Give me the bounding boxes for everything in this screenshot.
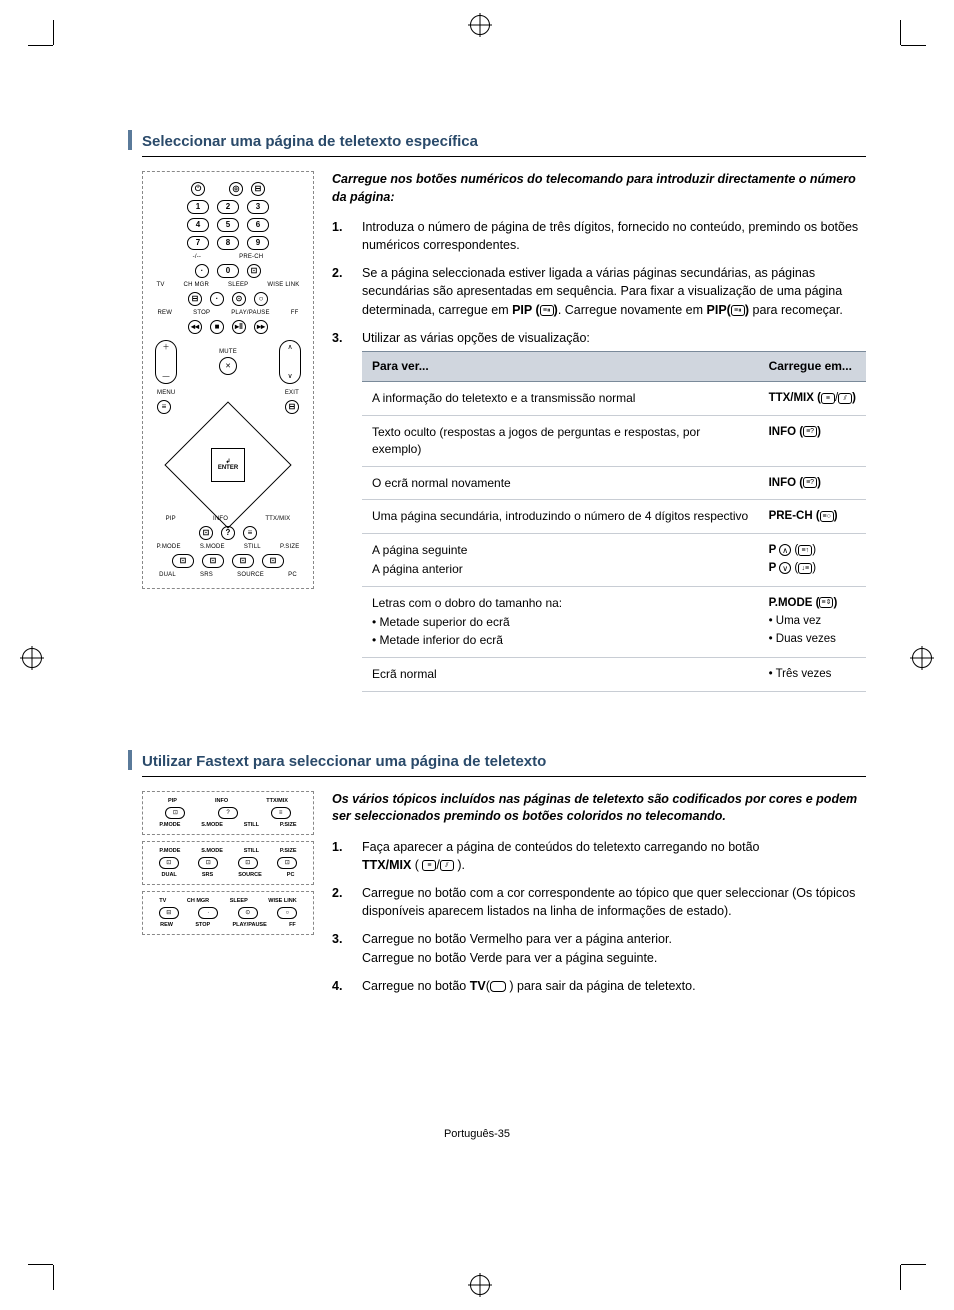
section-header: Seleccionar uma página de teletexto espe…	[128, 130, 866, 150]
step-4: Carregue no botão TV( ) para sair da pág…	[332, 977, 866, 995]
options-table: Para ver... Carregue em... A informação …	[362, 351, 866, 692]
table-row: Uma página secundária, introduzindo o nú…	[362, 500, 866, 534]
up-icon: ∧	[779, 544, 791, 556]
table-row: Letras com o dobro do tamanho na: Metade…	[362, 586, 866, 657]
info-reveal-icon: ≡?	[803, 477, 817, 488]
section2-intro: Os vários tópicos incluídos nas páginas …	[332, 791, 866, 826]
registration-mark-icon	[912, 648, 932, 668]
opts-head-left: Para ver...	[362, 351, 759, 381]
registration-mark-icon	[22, 648, 42, 668]
remote-strip-3: TVCH MGRSLEEPWISE LINK ⊟·⊙○ REWSTOPPLAY/…	[142, 891, 314, 935]
step-1: Faça aparecer a página de conteúdos do t…	[332, 838, 866, 874]
table-row: A página seguinte A página anterior P ∧ …	[362, 534, 866, 587]
step-3: Utilizar as várias opções de visualizaçã…	[332, 329, 866, 692]
table-row: O ecrã normal novamente INFO (≡?)	[362, 466, 866, 500]
info-reveal-icon: ≡?	[803, 426, 817, 437]
section1-steps: Introduza o número de página de três díg…	[332, 218, 866, 692]
page-down-icon: ↓≡	[798, 563, 812, 574]
section-bar-icon	[128, 130, 132, 150]
section-header: Utilizar Fastext para seleccionar uma pá…	[128, 750, 866, 770]
section2-title: Utilizar Fastext para seleccionar uma pá…	[142, 753, 546, 770]
opts-head-right: Carregue em...	[759, 351, 866, 381]
section2-steps: Faça aparecer a página de conteúdos do t…	[332, 838, 866, 995]
section-bar-icon	[128, 750, 132, 770]
remote-strip-1: PIPINFOTTX/MIX ⊡?≡ P.MODES.MODESTILLP.SI…	[142, 791, 314, 835]
tv-icon	[490, 981, 506, 992]
step-3: Carregue no botão Vermelho para ver a pá…	[332, 930, 866, 966]
page-footer: Português-35	[50, 1128, 904, 1140]
size-icon: ≡⇕	[819, 597, 833, 608]
section-rule	[142, 776, 866, 777]
subpage-icon: ≡○	[820, 511, 834, 522]
pip-hold-icon: ≡⏸	[540, 305, 554, 316]
ttx-icon: ≡	[821, 393, 835, 404]
section-title: Seleccionar uma página de teletexto espe…	[142, 133, 478, 150]
ttx-icon: ≡	[422, 860, 436, 871]
table-row: A informação do teletexto e a transmissã…	[362, 382, 866, 416]
step-2: Se a página seleccionada estiver ligada …	[332, 264, 866, 318]
page-up-icon: ≡↑	[798, 545, 812, 556]
remote-illustration: ⏻◎⊟ 123 456 789 -/--PRE-CH ·0⊡ TVCH MGRS…	[142, 171, 314, 589]
down-icon: ∨	[779, 562, 791, 574]
step-1: Introduza o número de página de três díg…	[332, 218, 866, 254]
table-row: Ecrã normal Três vezes	[362, 658, 866, 692]
section-rule	[142, 156, 866, 157]
pip-hold-icon: ≡⏸	[731, 305, 745, 316]
section1-intro: Carregue nos botões numéricos do telecom…	[332, 171, 866, 206]
step-2: Carregue no botão com a cor corresponden…	[332, 884, 866, 920]
mix-icon: ⫽	[838, 393, 852, 404]
remote-strip-2: P.MODES.MODESTILLP.SIZE ⊡⊡⊡⊡ DUALSRSSOUR…	[142, 841, 314, 885]
mix-icon: ⫽	[440, 860, 454, 871]
table-row: Texto oculto (respostas a jogos de pergu…	[362, 415, 866, 466]
